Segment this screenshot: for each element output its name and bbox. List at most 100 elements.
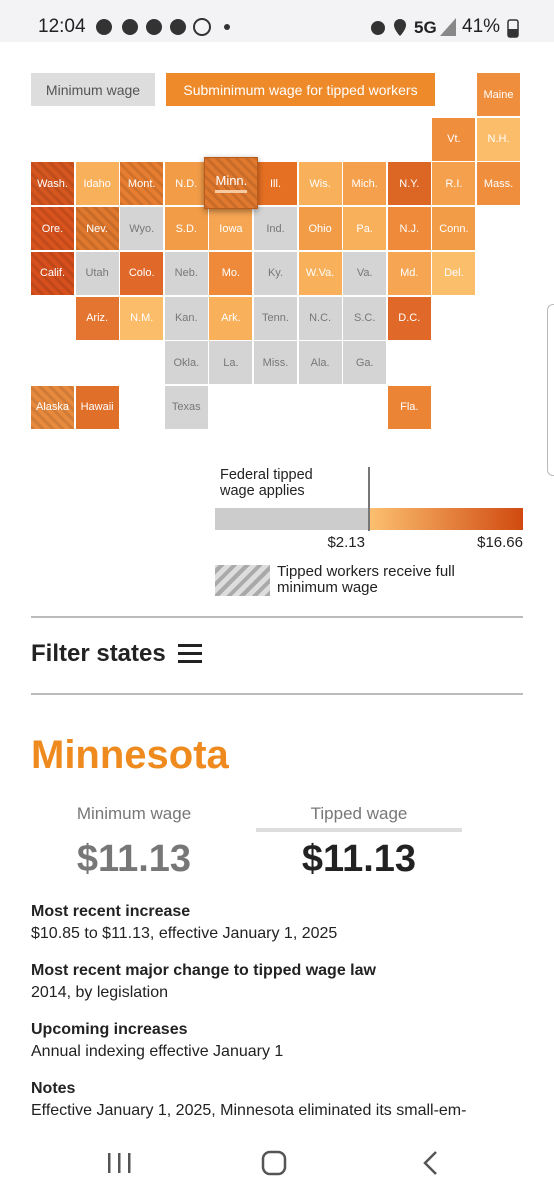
tipped-wage-label: Tipped wage — [310, 804, 408, 823]
section-text: 2014, by legislation — [31, 984, 168, 1001]
nav-bar — [108, 1150, 437, 1176]
state-label: Texas — [171, 401, 201, 414]
state-tile[interactable]: Mo. — [209, 251, 253, 295]
state-tile[interactable]: Texas — [164, 385, 208, 429]
section-heading: Most recent major change to tipped wage … — [31, 962, 376, 979]
state-tile[interactable]: Alaska — [31, 385, 74, 429]
scale-max-label: $16.66 — [477, 534, 523, 551]
state-tile[interactable]: Ky. — [254, 251, 297, 295]
state-tile[interactable]: Conn. — [432, 207, 476, 251]
section-text: Effective January 1, 2025, Minnesota eli… — [31, 1102, 467, 1119]
state-tile[interactable]: Mont. — [120, 162, 164, 206]
filter-button[interactable]: Filter states — [31, 640, 204, 668]
state-tile[interactable]: Hawaii — [75, 385, 119, 429]
state-label: Ky. — [267, 267, 284, 280]
state-tile[interactable]: Iowa — [209, 207, 253, 251]
state-tile[interactable]: Md. — [387, 251, 431, 295]
state-tile[interactable]: Idaho — [75, 162, 119, 206]
section-heading: Notes — [31, 1080, 76, 1097]
state-label: Mass. — [483, 177, 514, 190]
back-button[interactable] — [423, 1151, 437, 1175]
state-tile[interactable]: N.D. — [164, 162, 208, 206]
state-tile[interactable]: Maine — [477, 73, 520, 116]
state-tile[interactable]: Wis. — [298, 162, 342, 206]
state-label: N.C. — [309, 312, 332, 324]
state-tile[interactable]: Ala. — [298, 341, 342, 385]
state-name: Minnesota — [31, 733, 229, 777]
state-tile[interactable]: Tenn. — [254, 296, 297, 340]
state-tile[interactable]: La. — [209, 341, 253, 385]
state-label: Miss. — [262, 356, 289, 369]
state-tile[interactable]: Del. — [432, 251, 476, 295]
state-tile[interactable]: Va. — [343, 251, 387, 295]
state-label: Nev. — [86, 222, 108, 235]
state-label: Ala. — [310, 356, 330, 369]
state-label: Mich. — [351, 177, 378, 190]
divider — [31, 693, 523, 695]
legend-button[interactable]: Minimum wage — [31, 73, 155, 106]
state-tile[interactable]: N.C. — [298, 296, 342, 340]
state-tile[interactable]: Ind. — [254, 207, 297, 251]
battery-level: 41% — [462, 16, 501, 37]
state-label: Wis. — [309, 177, 331, 190]
state-tile[interactable]: Ga. — [343, 341, 387, 385]
state-label: La. — [223, 356, 239, 369]
state-tile[interactable]: N.M. — [120, 296, 164, 340]
state-tile[interactable]: D.C. — [387, 296, 431, 340]
state-tile[interactable]: R.I. — [432, 162, 476, 206]
state-label: Ariz. — [86, 312, 109, 324]
state-tile[interactable]: N.Y. — [387, 162, 431, 206]
state-label: N.Y. — [399, 177, 420, 190]
detail-section: Most recent increase $10.85 to $11.13, ef… — [31, 903, 531, 943]
state-tile[interactable]: Utah — [75, 251, 119, 295]
state-label: Iowa — [219, 222, 243, 235]
state-label: Neb. — [174, 267, 198, 280]
recent-apps-button[interactable] — [108, 1153, 131, 1173]
state-tile[interactable]: Calif. — [31, 251, 74, 295]
state-tile[interactable]: Vt. — [432, 117, 476, 161]
state-label: Mont. — [127, 177, 156, 190]
clock: 12:04 — [38, 16, 86, 37]
state-tile[interactable]: Wyo. — [120, 207, 164, 251]
divider — [31, 616, 523, 618]
state-tile[interactable]: Mich. — [343, 162, 387, 206]
legend-button[interactable]: Subminimum wage for tipped workers — [166, 73, 435, 106]
state-tile[interactable]: Pa. — [343, 207, 387, 251]
state-tile[interactable]: Colo. — [120, 251, 164, 295]
state-tile[interactable]: Wash. — [31, 162, 74, 206]
state-tile[interactable]: S.C. — [343, 296, 387, 340]
state-label: Ore. — [41, 222, 64, 235]
state-tile[interactable]: Ill. — [254, 162, 297, 206]
state-tile[interactable]: N.H. — [477, 117, 520, 161]
state-label: N.D. — [175, 177, 198, 190]
tab-indicator — [256, 828, 462, 832]
state-tile[interactable]: Minn. — [204, 157, 259, 210]
state-tile[interactable]: Mass. — [477, 162, 520, 206]
state-tile[interactable]: Ark. — [209, 296, 253, 340]
state-tile[interactable]: Ariz. — [75, 296, 119, 340]
detail-sections: Most recent increase $10.85 to $11.13, ef… — [31, 903, 531, 1139]
state-tile[interactable]: N.J. — [387, 207, 431, 251]
tipped-wage[interactable]: $11.13 — [301, 838, 417, 880]
state-tile[interactable]: S.D. — [164, 207, 208, 251]
state-tile[interactable]: Kan. — [164, 296, 208, 340]
signal-icon — [440, 18, 456, 36]
state-label: Wash. — [37, 177, 68, 190]
home-button[interactable] — [261, 1150, 287, 1176]
state-tile[interactable]: W.Va. — [298, 251, 342, 295]
state-tile[interactable]: Okla. — [164, 341, 208, 385]
state-tile[interactable]: Nev. — [75, 207, 119, 251]
state-label: Wyo. — [129, 222, 155, 235]
state-label: Ga. — [355, 356, 374, 369]
state-tile[interactable]: Ore. — [31, 207, 74, 251]
state-tile[interactable]: Fla. — [387, 385, 431, 429]
state-label: R.I. — [445, 177, 463, 190]
state-tile[interactable]: Miss. — [254, 341, 297, 385]
state-tile[interactable]: Ohio — [298, 207, 342, 251]
min-wage[interactable]: $11.13 — [76, 838, 192, 880]
state-label: Utah — [85, 267, 109, 280]
section-text: $10.85 to $11.13, effective January 1, 2… — [31, 925, 338, 942]
state-label: Md. — [400, 267, 419, 280]
state-tile[interactable]: Neb. — [164, 251, 208, 295]
